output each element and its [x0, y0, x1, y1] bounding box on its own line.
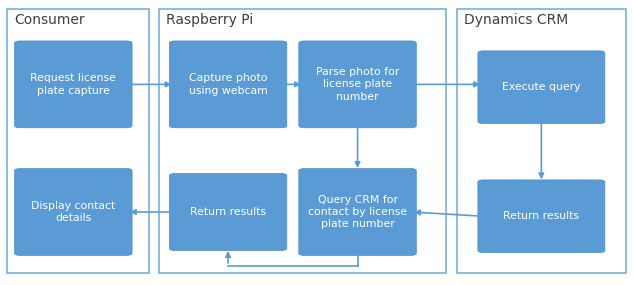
Bar — [159, 9, 446, 273]
Text: Dynamics CRM: Dynamics CRM — [464, 13, 568, 27]
Text: Query CRM for
contact by license
plate number: Query CRM for contact by license plate n… — [308, 195, 407, 229]
Text: Execute query: Execute query — [502, 82, 580, 92]
Text: Return results: Return results — [190, 207, 266, 217]
Bar — [7, 9, 149, 273]
FancyBboxPatch shape — [170, 174, 287, 251]
FancyBboxPatch shape — [478, 180, 605, 253]
Text: Raspberry Pi: Raspberry Pi — [166, 13, 253, 27]
Text: Return results: Return results — [503, 211, 579, 221]
FancyBboxPatch shape — [15, 41, 132, 128]
Text: Capture photo
using webcam: Capture photo using webcam — [189, 73, 268, 95]
FancyBboxPatch shape — [299, 169, 417, 255]
Text: Consumer: Consumer — [15, 13, 85, 27]
Text: Display contact
details: Display contact details — [31, 201, 115, 223]
Bar — [457, 9, 626, 273]
FancyBboxPatch shape — [170, 41, 287, 128]
FancyBboxPatch shape — [478, 51, 605, 123]
Text: Request license
plate capture: Request license plate capture — [30, 73, 116, 95]
Text: Parse photo for
license plate
number: Parse photo for license plate number — [316, 67, 399, 102]
FancyBboxPatch shape — [299, 41, 417, 128]
FancyBboxPatch shape — [15, 169, 132, 255]
